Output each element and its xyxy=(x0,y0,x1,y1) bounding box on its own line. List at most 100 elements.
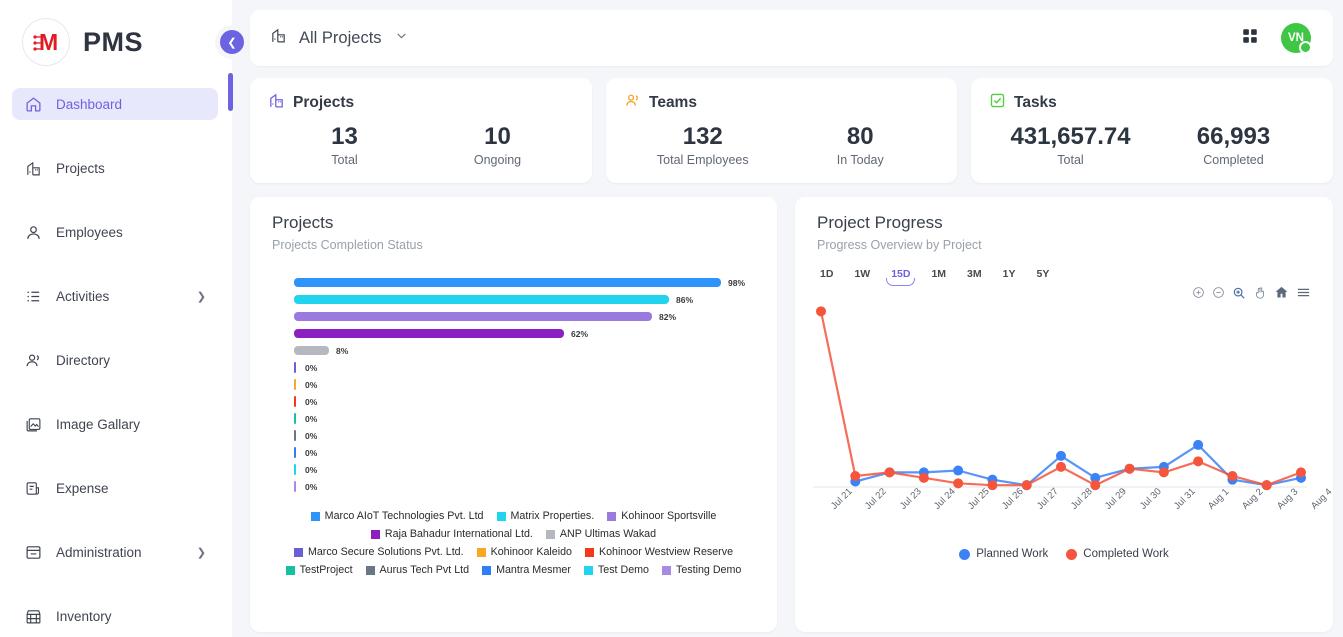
sidebar-item-projects[interactable]: Projects xyxy=(12,152,218,184)
legend-item[interactable]: Marco AIoT Technologies Pvt. Ltd xyxy=(310,510,484,522)
legend-item[interactable]: Matrix Properties. xyxy=(496,510,594,522)
legend-swatch xyxy=(476,547,486,557)
timeframe-1d[interactable]: 1D xyxy=(820,268,834,280)
sidebar-item-label: Projects xyxy=(56,160,105,176)
user-icon xyxy=(24,223,42,241)
legend-item[interactable]: Planned Work xyxy=(959,548,1048,560)
bar-value-label: 82% xyxy=(659,311,677,322)
legend-item[interactable]: Raja Bahadur International Ltd. xyxy=(370,528,533,540)
stat-card-tasks: Tasks 431,657.74 Total 66,993 Completed xyxy=(971,78,1333,183)
bar xyxy=(294,295,669,304)
people-icon xyxy=(624,92,641,114)
brand[interactable]: M PMS xyxy=(0,0,232,82)
legend-item[interactable]: Test Demo xyxy=(583,564,649,576)
sidebar-item-expense[interactable]: Expense xyxy=(12,472,218,504)
data-point[interactable] xyxy=(987,480,998,491)
data-point[interactable] xyxy=(1193,439,1204,450)
legend-item[interactable]: Marco Secure Solutions Pvt. Ltd. xyxy=(293,546,464,558)
zoom-in-icon[interactable] xyxy=(1192,286,1205,299)
data-point[interactable] xyxy=(1158,467,1169,478)
nav-gap xyxy=(0,184,232,216)
bar xyxy=(294,464,296,475)
main-content: All Projects VN Projects 13 xyxy=(232,0,1343,637)
legend-swatch xyxy=(365,565,375,575)
stat-label: Total xyxy=(331,153,358,167)
stat-card-header: Teams xyxy=(624,92,939,114)
bar-value-label: 0% xyxy=(305,362,318,373)
menu-icon[interactable] xyxy=(1296,285,1311,300)
bar-row: 62% xyxy=(294,325,777,342)
timeframe-1y[interactable]: 1Y xyxy=(1002,268,1016,280)
timeframe-3m[interactable]: 3M xyxy=(967,268,982,280)
nav-gap xyxy=(0,504,232,536)
stat-card-body: 431,657.74 Total 66,993 Completed xyxy=(989,122,1315,167)
timeframe-1m[interactable]: 1M xyxy=(931,268,947,280)
nav-gap xyxy=(0,440,232,472)
sidebar-item-directory[interactable]: Directory xyxy=(12,344,218,376)
data-point[interactable] xyxy=(1227,471,1238,482)
bar-row: 0% xyxy=(294,359,777,376)
legend-label: Testing Demo xyxy=(675,564,742,576)
data-point[interactable] xyxy=(953,465,964,476)
stat-card-title: Projects xyxy=(293,94,355,111)
data-point[interactable] xyxy=(1090,472,1101,483)
sidebar-item-activities[interactable]: Activities ❯ xyxy=(12,280,218,312)
project-selector[interactable]: All Projects xyxy=(270,27,409,49)
bar-row: 0% xyxy=(294,376,777,393)
stat-value: 80 xyxy=(846,123,874,150)
stat-card-teams: Teams 132 Total Employees 80 In Today xyxy=(606,78,957,183)
bar xyxy=(294,396,296,407)
data-point[interactable] xyxy=(1056,450,1066,461)
legend-item[interactable]: ANP Ultimas Wakad xyxy=(545,528,656,540)
legend-item[interactable]: Kohinoor Kaleido xyxy=(476,546,572,558)
legend-item[interactable]: TestProject xyxy=(285,564,353,576)
data-point[interactable] xyxy=(953,478,964,489)
data-point[interactable] xyxy=(1090,480,1101,491)
reset-home-icon[interactable] xyxy=(1274,285,1289,300)
zoom-out-icon[interactable] xyxy=(1212,286,1225,299)
sidebar-item-label: Administration xyxy=(56,544,142,560)
data-point[interactable] xyxy=(850,471,861,482)
bar-value-label: 98% xyxy=(728,277,746,288)
sidebar-item-image-gallary[interactable]: Image Gallary xyxy=(12,408,218,440)
legend-swatch xyxy=(545,529,555,539)
legend-label: Test Demo xyxy=(597,564,649,576)
stat-metric: 80 In Today xyxy=(782,122,940,167)
sidebar-item-inventory[interactable]: Inventory xyxy=(12,600,218,632)
selection-zoom-icon[interactable] xyxy=(1232,286,1246,300)
legend-row: Raja Bahadur International Ltd. ANP Ultim… xyxy=(268,528,759,540)
data-point[interactable] xyxy=(1021,480,1032,491)
timeframe-15d[interactable]: 15D xyxy=(886,266,916,286)
sidebar-item-administration[interactable]: Administration ❯ xyxy=(12,536,218,568)
stat-label: In Today xyxy=(836,153,884,167)
legend-label: Kohinoor Sportsville xyxy=(621,510,717,522)
legend-item[interactable]: Kohinoor Sportsville xyxy=(607,510,716,522)
timeframe-5y[interactable]: 5Y xyxy=(1036,268,1050,280)
data-point[interactable] xyxy=(1296,467,1306,478)
sidebar-item-employees[interactable]: Employees xyxy=(12,216,218,248)
data-point[interactable] xyxy=(918,472,929,483)
legend-item[interactable]: Mantra Mesmer xyxy=(482,564,571,576)
sidebar-collapse-button[interactable]: ❮ xyxy=(220,30,244,54)
legend-item[interactable]: Kohinoor Westview Reserve xyxy=(584,546,733,558)
data-point[interactable] xyxy=(1193,456,1204,467)
legend-item[interactable]: Testing Demo xyxy=(661,564,742,576)
avatar[interactable]: VN xyxy=(1281,23,1312,54)
panning-icon[interactable] xyxy=(1253,286,1267,300)
bar xyxy=(294,346,329,355)
data-point[interactable] xyxy=(884,467,895,478)
timeframe-1w[interactable]: 1W xyxy=(854,268,871,280)
sidebar-resize-handle[interactable] xyxy=(228,73,233,111)
legend-item[interactable]: Aurus Tech Pvt Ltd xyxy=(365,564,469,576)
legend-swatch xyxy=(584,547,594,557)
data-point[interactable] xyxy=(816,306,826,317)
data-point[interactable] xyxy=(1124,463,1135,474)
legend-item[interactable]: Completed Work xyxy=(1066,548,1169,560)
bar xyxy=(294,413,296,424)
grid-apps-icon[interactable] xyxy=(1241,27,1259,50)
topbar-actions: VN xyxy=(1241,23,1312,54)
dashboard-panels: Projects Projects Completion Status 98% 8… xyxy=(250,197,1333,632)
data-point[interactable] xyxy=(1056,461,1066,472)
data-point[interactable] xyxy=(1261,480,1272,491)
sidebar-item-dashboard[interactable]: Dashboard xyxy=(12,88,218,120)
